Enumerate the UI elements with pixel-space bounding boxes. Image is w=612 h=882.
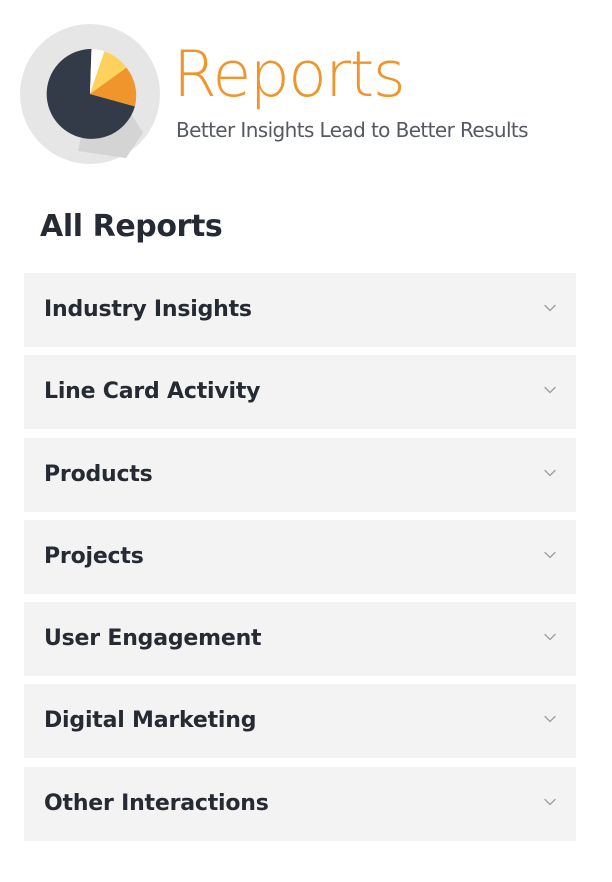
report-accordion-list: Industry Insights Line Card Activity Pro… xyxy=(24,273,576,849)
accordion-item-industry-insights[interactable]: Industry Insights xyxy=(24,273,576,347)
accordion-item-label: Digital Marketing xyxy=(44,708,257,734)
reports-header: Reports Better Insights Lead to Better R… xyxy=(0,0,612,180)
page-title: All Reports xyxy=(40,209,223,244)
chevron-down-icon[interactable] xyxy=(544,304,556,312)
chevron-down-icon[interactable] xyxy=(544,633,556,641)
accordion-item-digital-marketing[interactable]: Digital Marketing xyxy=(24,684,576,759)
accordion-item-label: User Engagement xyxy=(44,626,262,652)
pie-chart-icon xyxy=(20,24,160,164)
accordion-item-line-card-activity[interactable]: Line Card Activity xyxy=(24,355,576,430)
chevron-down-icon[interactable] xyxy=(544,798,556,806)
accordion-item-label: Industry Insights xyxy=(44,297,252,322)
chevron-down-icon[interactable] xyxy=(544,551,556,559)
accordion-item-label: Line Card Activity xyxy=(44,379,261,405)
chevron-down-icon[interactable] xyxy=(544,386,556,394)
chevron-down-icon[interactable] xyxy=(544,715,556,723)
accordion-item-label: Products xyxy=(44,461,153,487)
accordion-item-user-engagement[interactable]: User Engagement xyxy=(24,602,576,677)
accordion-item-label: Other Interactions xyxy=(44,790,269,816)
chevron-down-icon[interactable] xyxy=(544,469,556,477)
brand-tagline: Better Insights Lead to Better Results xyxy=(176,118,529,142)
accordion-item-products[interactable]: Products xyxy=(24,437,576,512)
accordion-item-projects[interactable]: Projects xyxy=(24,519,576,594)
brand-title: Reports xyxy=(173,38,406,111)
accordion-item-other-interactions[interactable]: Other Interactions xyxy=(24,766,576,841)
accordion-item-label: Projects xyxy=(44,543,144,569)
